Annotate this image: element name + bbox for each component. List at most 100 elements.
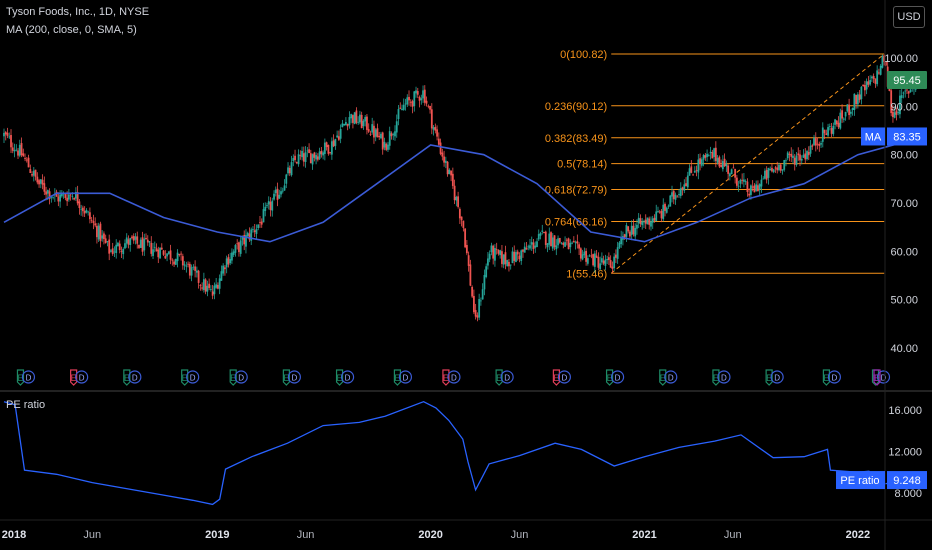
candle-body <box>828 126 831 127</box>
candle <box>820 140 822 148</box>
candle-body <box>24 158 26 159</box>
candle-body <box>87 211 90 213</box>
candle <box>469 259 472 287</box>
candle <box>94 217 97 228</box>
candle-body <box>288 167 291 174</box>
pe-ratio-legend[interactable]: PE ratio <box>6 399 46 411</box>
candle <box>85 208 88 214</box>
candle <box>685 177 687 187</box>
candle-body <box>185 265 188 267</box>
candle <box>429 105 431 114</box>
candle <box>690 160 693 174</box>
candle <box>422 85 424 103</box>
candle-body <box>41 179 44 185</box>
candle-body <box>523 246 526 253</box>
earnings-marker[interactable]: E <box>873 369 881 386</box>
candle-body <box>530 242 533 245</box>
price-tick-label: 80.00 <box>890 150 918 162</box>
candle <box>467 251 470 272</box>
candle <box>504 245 507 270</box>
candle-body <box>681 187 684 190</box>
candle-body <box>80 208 83 210</box>
candle-body <box>392 134 395 135</box>
candle-body <box>781 169 784 171</box>
candle-body <box>118 243 121 250</box>
candle-body <box>117 242 119 247</box>
candle-body <box>515 252 517 262</box>
candle <box>402 98 405 111</box>
candle <box>586 255 589 266</box>
candle <box>522 249 524 258</box>
candle-body <box>476 315 479 318</box>
candle <box>480 297 482 306</box>
candle-body <box>409 101 412 103</box>
candle-body <box>848 104 851 116</box>
candle <box>388 126 391 150</box>
earnings-type-label: E <box>496 373 502 383</box>
candle <box>672 189 675 205</box>
candle-body <box>750 185 752 195</box>
candle-body <box>807 151 810 156</box>
candle <box>334 138 337 150</box>
candle-body <box>721 161 724 170</box>
dividend-circle-icon <box>500 370 514 384</box>
candle <box>197 269 200 289</box>
candle-body <box>776 167 779 171</box>
earnings-type-label: E <box>394 373 400 383</box>
candle-body <box>232 251 235 255</box>
candle-body <box>735 177 738 186</box>
earnings-events[interactable]: E D E D E D E D E D E D E D E D E D E D E D E D E D E D E D E D E DE <box>16 369 891 386</box>
ma-name-badge <box>861 127 885 146</box>
price-axis[interactable]: 100.00 90.00 80.00 70.00 60.00 50.00 40.00 16.0… <box>884 53 922 500</box>
candle-body <box>555 245 558 250</box>
candle-body <box>262 209 265 223</box>
candle-body <box>332 140 335 147</box>
candle <box>283 179 286 191</box>
candle <box>281 187 284 194</box>
candle-body <box>746 181 749 192</box>
candle <box>236 239 239 250</box>
candle-body <box>692 174 694 176</box>
candle <box>721 155 724 172</box>
candle <box>32 167 35 182</box>
candle-body <box>844 111 847 117</box>
candle <box>870 75 873 82</box>
candle <box>790 147 793 163</box>
candle-body <box>55 191 58 197</box>
candle <box>890 87 893 117</box>
candle-body <box>760 179 763 187</box>
candle-body <box>195 270 198 273</box>
candle-body <box>201 287 204 289</box>
candle <box>253 223 256 237</box>
candle-body <box>790 153 793 157</box>
time-axis[interactable]: 2018 Jun 2019 Jun 2020 Jun 2021 Jun 2022 <box>2 529 870 541</box>
ma-name-label: MA <box>865 131 882 143</box>
candle <box>330 137 333 160</box>
candle <box>881 54 884 69</box>
currency-button[interactable]: USD <box>893 6 925 28</box>
candle <box>87 210 90 216</box>
candle-body <box>173 261 175 265</box>
candle <box>406 94 409 108</box>
symbol-title[interactable]: Tyson Foods, Inc., 1D, NYSE <box>6 6 150 18</box>
candle-body <box>658 211 661 213</box>
candle <box>206 280 209 297</box>
ma-indicator-legend[interactable]: MA (200, close, 0, SMA, 5) <box>6 24 137 36</box>
